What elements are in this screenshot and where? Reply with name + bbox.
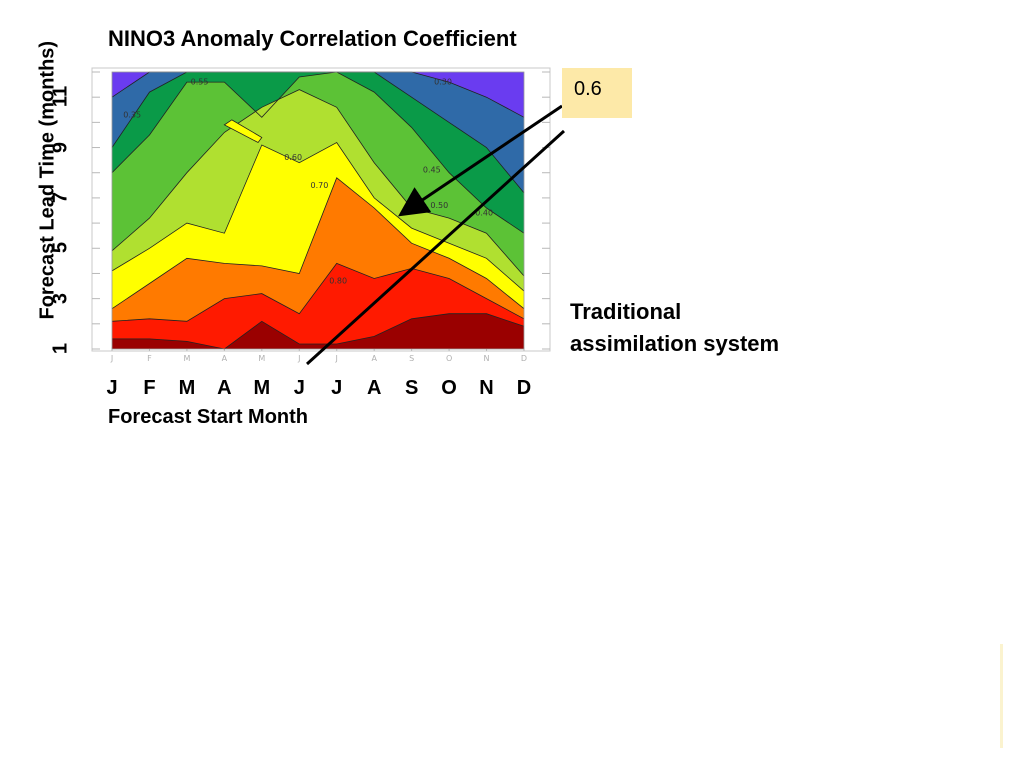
x-tick-label: O: [441, 377, 457, 399]
x-small-tick-label: J: [335, 354, 338, 363]
pointer-line: [305, 129, 566, 366]
x-tick-label: F: [143, 377, 156, 399]
note-line-2: assimilation system: [570, 331, 780, 356]
x-tick-label: A: [366, 377, 382, 399]
chart-title: NINO3 Anomaly Correlation Coefficient: [108, 26, 517, 51]
x-tick-label: J: [293, 377, 305, 399]
contour-value-label: 0.30: [434, 78, 452, 87]
x-small-tick-label: O: [446, 354, 452, 363]
callout-arrow: [398, 104, 563, 217]
x-small-tick-label: N: [484, 354, 490, 363]
x-tick-label: A: [217, 377, 232, 399]
x-tick-label: D: [516, 377, 532, 399]
x-small-tick-label: M: [183, 354, 190, 363]
x-small-tick-label: J: [110, 354, 113, 363]
x-small-tick-label: J: [297, 354, 300, 363]
x-tick-label: S: [404, 377, 419, 399]
contour-line-0.9: [112, 313, 525, 350]
contour-band-0.9: [112, 313, 524, 349]
contour-island: [223, 119, 263, 144]
contour-value-label: 0.80: [329, 277, 347, 286]
callout-value: 0.6: [574, 78, 602, 100]
x-tick-label: M: [253, 377, 271, 399]
contour-value-label: 0.40: [475, 209, 493, 218]
callout-box: 0.6: [562, 68, 632, 118]
contour-line-0.7: [111, 177, 525, 310]
contour-value-label: 0.35: [123, 110, 141, 119]
x-axis-label: Forecast Start Month: [108, 406, 309, 428]
x-small-tick-label: A: [371, 354, 377, 363]
x-tick-label: N: [479, 377, 494, 399]
x-small-tick-label: A: [222, 354, 228, 363]
note-line-1: Traditional: [570, 299, 682, 324]
contour-value-label: 0.50: [430, 201, 448, 210]
x-small-tick-label: F: [147, 354, 152, 363]
contour-line-0.5: [111, 89, 525, 277]
decorative-edge-bar: [1000, 644, 1003, 748]
contour-value-label: 0.60: [284, 153, 302, 162]
contour-value-label: 0.55: [191, 78, 209, 87]
x-small-tick-label: S: [409, 354, 414, 363]
x-tick-label: J: [331, 377, 343, 399]
contour-value-label: 0.70: [311, 181, 329, 190]
x-tick-label: M: [178, 377, 196, 399]
contour-line-0.8: [111, 262, 525, 322]
x-small-tick-label: D: [521, 354, 527, 363]
x-small-tick-label: M: [258, 354, 265, 363]
contour-value-label: 0.45: [423, 166, 441, 175]
annotation-note: Traditional assimilation system: [570, 296, 779, 360]
x-tick-label: J: [106, 377, 118, 399]
contour-line-0.6: [111, 141, 525, 292]
plot-border: [111, 71, 525, 350]
